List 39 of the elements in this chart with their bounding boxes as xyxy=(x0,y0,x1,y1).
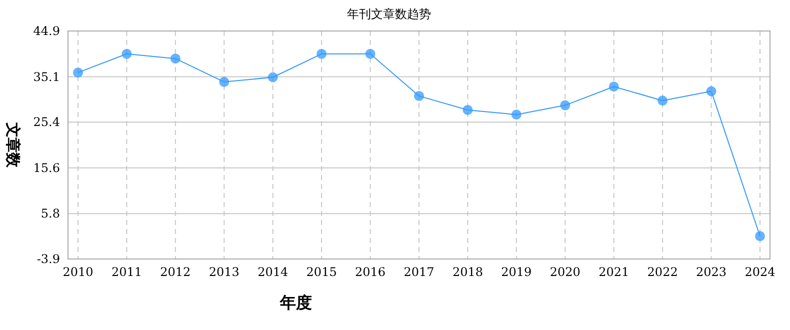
x-tick-label: 2021 xyxy=(598,265,630,279)
x-tick-label: 2019 xyxy=(501,265,532,279)
x-tick-label: 2010 xyxy=(62,265,94,279)
point xyxy=(560,100,570,110)
point xyxy=(706,86,716,96)
x-tick-label: 2024 xyxy=(744,265,776,279)
x-tick-label: 2012 xyxy=(160,265,191,279)
x-tick-label: 2014 xyxy=(258,265,288,279)
point xyxy=(608,82,619,92)
point xyxy=(73,68,83,78)
y-tick-label: 5.8 xyxy=(40,206,60,221)
x-tick-label: 2022 xyxy=(647,265,678,279)
y-tick-label: -3.9 xyxy=(36,252,60,266)
point xyxy=(365,48,376,59)
y-tick-label: 35.1 xyxy=(33,70,60,84)
chart-title: 年刊文章数趋势 xyxy=(347,7,431,21)
point xyxy=(511,110,522,120)
x-tick-label: 2017 xyxy=(404,265,434,279)
point xyxy=(219,76,230,87)
y-tick-label: 25.4 xyxy=(33,115,60,130)
x-tick-label: 2011 xyxy=(111,265,142,279)
x-tick-label: 2016 xyxy=(355,265,386,279)
point xyxy=(658,96,668,106)
point xyxy=(414,90,424,101)
point xyxy=(170,54,180,64)
x-tick-label: 2018 xyxy=(452,265,483,279)
x-tick-label: 2015 xyxy=(306,265,337,279)
y-tick-label: 44.9 xyxy=(33,24,60,38)
point xyxy=(462,104,473,115)
point xyxy=(268,72,278,82)
y-tick-label: 15.6 xyxy=(33,160,60,175)
x-tick-label: 2023 xyxy=(696,265,727,279)
x-tick-label: 2013 xyxy=(208,265,240,279)
x-axis-title: 年度 xyxy=(279,293,312,312)
y-axis-title: 文章数 xyxy=(4,122,22,168)
point xyxy=(755,231,765,242)
point xyxy=(316,48,327,59)
x-tick-label: 2020 xyxy=(550,265,580,279)
point xyxy=(122,48,132,59)
